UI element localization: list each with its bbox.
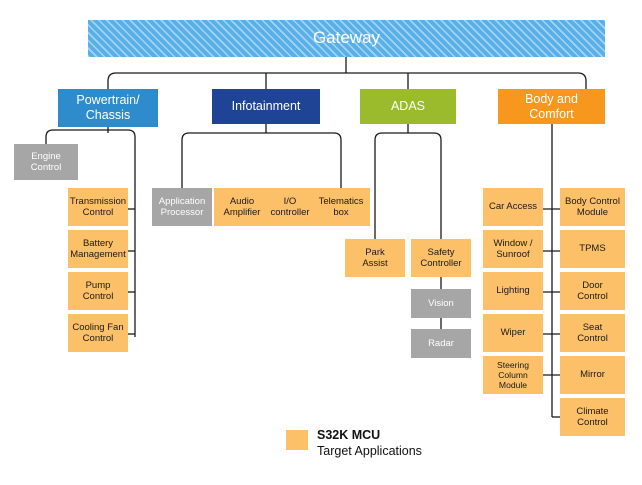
node-application-processor-label: Application Processor <box>158 195 206 218</box>
node-door-control-label: Door Control <box>577 279 608 302</box>
node-lighting[interactable]: Lighting <box>483 272 543 310</box>
node-window-sunroof[interactable]: Window / Sunroof <box>483 230 543 268</box>
node-park-assist[interactable]: Park Assist <box>345 239 405 277</box>
node-radar-label: Radar <box>428 337 454 349</box>
node-battery-management-label: Battery Management <box>70 237 126 260</box>
node-climate-control[interactable]: Climate Control <box>560 398 625 436</box>
node-engine-control-label: Engine Control <box>30 150 62 173</box>
node-pump-control[interactable]: Pump Control <box>68 272 128 310</box>
node-car-access-label: Car Access <box>488 201 538 213</box>
node-pump-control-label: Pump Control <box>82 279 114 302</box>
node-adas[interactable]: ADAS <box>360 89 456 124</box>
node-tpms[interactable]: TPMS <box>560 230 625 268</box>
node-park-assist-label: Park Assist <box>362 246 388 269</box>
node-application-processor[interactable]: Application Processor <box>152 188 212 226</box>
node-telematics-box-label: Telematics box <box>318 195 364 218</box>
node-body-and-comfort-label: Body and Comfort <box>525 91 578 121</box>
wire-infotainment-bus <box>181 132 342 189</box>
node-vision-label: Vision <box>428 297 454 309</box>
node-safety-controller-label: Safety Controller <box>420 246 462 269</box>
node-seat-control[interactable]: Seat Control <box>560 314 625 352</box>
node-radar[interactable]: Radar <box>411 329 471 358</box>
node-seat-control-label: Seat Control <box>577 321 608 344</box>
legend-swatch-mcu <box>286 430 308 450</box>
legend-subtitle: Target Applications <box>317 443 422 458</box>
node-lighting-label: Lighting <box>496 285 530 297</box>
node-body-control-module[interactable]: Body Control Module <box>560 188 625 226</box>
node-climate-control-label: Climate Control <box>576 405 609 428</box>
node-engine-control[interactable]: Engine Control <box>14 144 78 180</box>
node-transmission-control[interactable]: Transmission Control <box>68 188 128 226</box>
node-door-control[interactable]: Door Control <box>560 272 625 310</box>
node-tpms-label: TPMS <box>579 243 606 255</box>
node-transmission-control-label: Transmission Control <box>69 195 127 218</box>
node-audio-amplifier-label: Audio Amplifier <box>223 195 261 218</box>
node-gateway-label: Gateway <box>312 28 381 48</box>
node-wiper-label: Wiper <box>500 327 526 339</box>
node-telematics-box[interactable]: Telematics box <box>312 188 370 226</box>
node-powertrain-chassis[interactable]: Powertrain/ Chassis <box>58 89 158 127</box>
node-battery-management[interactable]: Battery Management <box>68 230 128 268</box>
legend-text: S32K MCU Target Applications <box>317 428 422 459</box>
node-steering-column-module-label: Steering Column Module <box>496 359 529 391</box>
node-infotainment-label: Infotainment <box>231 99 301 114</box>
node-io-controller[interactable]: I/O controller <box>262 188 318 226</box>
node-cooling-fan-control-label: Cooling Fan Control <box>72 321 124 344</box>
wire-adas-bus <box>374 132 442 240</box>
node-cooling-fan-control[interactable]: Cooling Fan Control <box>68 314 128 352</box>
node-body-and-comfort[interactable]: Body and Comfort <box>498 89 605 124</box>
node-infotainment[interactable]: Infotainment <box>212 89 320 124</box>
node-mirror[interactable]: Mirror <box>560 356 625 394</box>
node-window-sunroof-label: Window / Sunroof <box>493 237 533 260</box>
node-wiper[interactable]: Wiper <box>483 314 543 352</box>
node-car-access[interactable]: Car Access <box>483 188 543 226</box>
node-vision[interactable]: Vision <box>411 289 471 318</box>
legend: S32K MCU Target Applications <box>286 428 422 459</box>
node-body-control-module-label: Body Control Module <box>565 195 620 218</box>
node-powertrain-chassis-label: Powertrain/ Chassis <box>76 93 140 122</box>
node-gateway[interactable]: Gateway <box>88 20 605 57</box>
node-io-controller-label: I/O controller <box>270 195 310 218</box>
node-steering-column-module[interactable]: Steering Column Module <box>483 356 543 394</box>
node-safety-controller[interactable]: Safety Controller <box>411 239 471 277</box>
node-audio-amplifier[interactable]: Audio Amplifier <box>214 188 270 226</box>
legend-title: S32K MCU <box>317 428 381 442</box>
node-adas-label: ADAS <box>390 99 426 114</box>
node-mirror-label: Mirror <box>580 369 605 381</box>
